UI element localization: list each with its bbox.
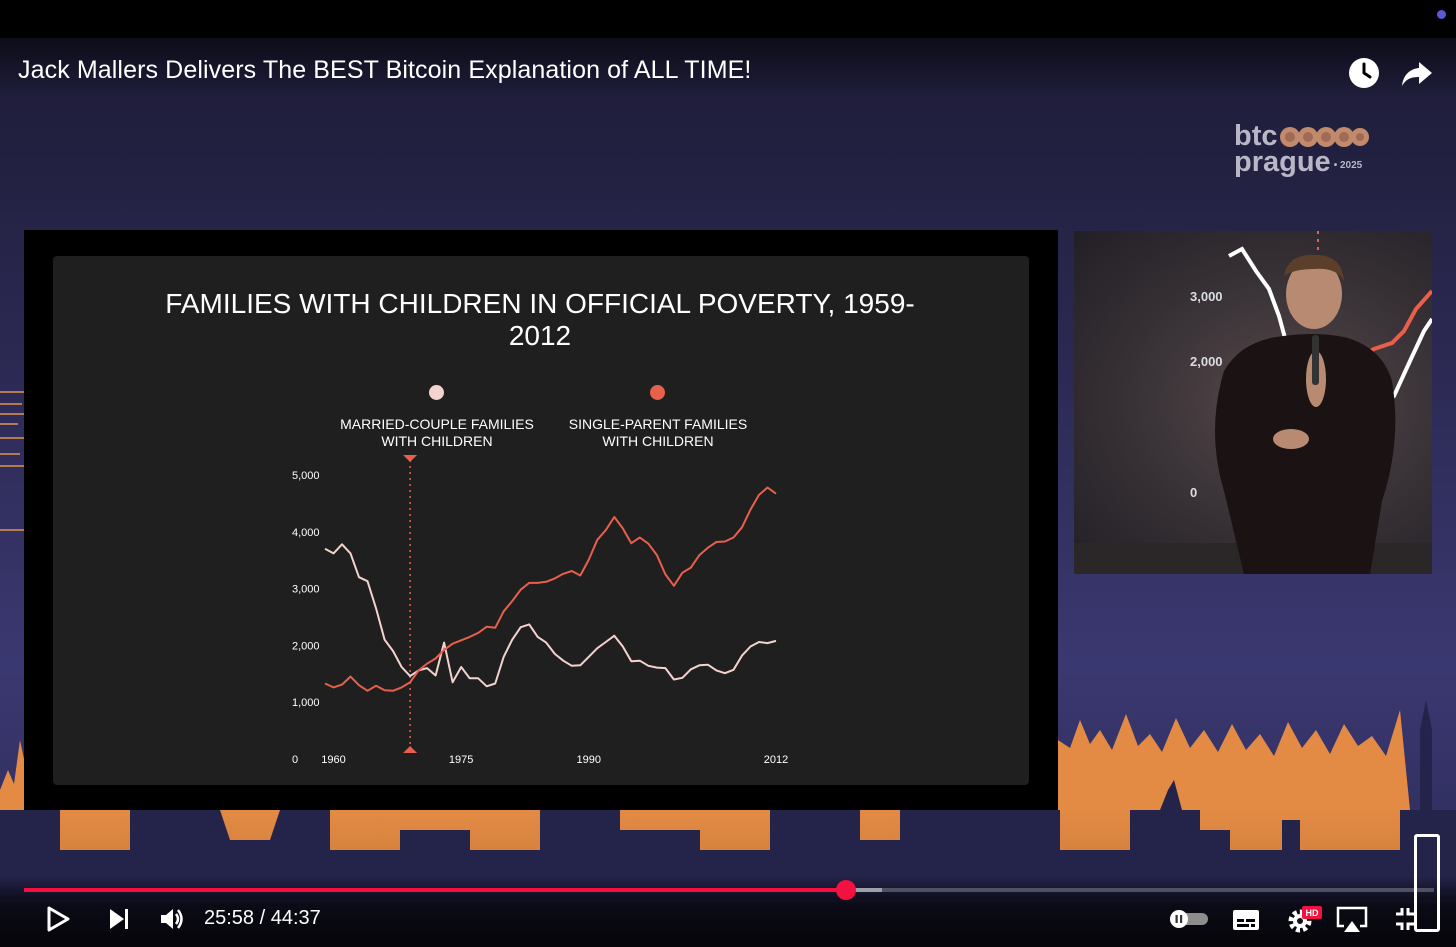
airplay-icon[interactable] [1336, 906, 1368, 939]
title-overlay [0, 38, 1456, 98]
gear-icon[interactable]: HD [1286, 904, 1322, 939]
current-time: 25:58 [204, 907, 255, 929]
x-tick-label: 1990 [577, 754, 601, 766]
speaker [1215, 254, 1396, 574]
play-icon[interactable] [46, 906, 70, 937]
inset-tick-3000: 3,000 [1190, 289, 1223, 304]
y-tick-label: 3,000 [292, 584, 320, 596]
chart-title: FAMILIES WITH CHILDREN IN OFFICIAL POVER… [165, 288, 915, 351]
y-tick-label: 1,000 [292, 697, 320, 709]
marker-bottom-triangle [403, 746, 418, 753]
legend-label-single: SINGLE-PARENT FAMILIES WITH CHILDREN [568, 416, 748, 449]
inset-tick-2000: 2,000 [1190, 354, 1223, 369]
background-streaks [0, 391, 24, 531]
y-tick-label: 0 [292, 754, 298, 766]
legend-dot-single [650, 385, 665, 400]
x-tick-label: 1975 [449, 754, 473, 766]
series-line-single [324, 486, 777, 692]
progress-played [24, 888, 846, 892]
time-separator: / [259, 907, 266, 929]
slide [53, 256, 1029, 785]
top-black-bar [0, 0, 1456, 38]
y-tick-label: 5,000 [292, 470, 320, 482]
logo-rings [1280, 127, 1369, 147]
edge-frame [1414, 834, 1440, 932]
volume-icon[interactable] [158, 905, 186, 938]
marker-top-triangle [403, 455, 418, 462]
legend-dot-married [429, 385, 444, 400]
next-icon[interactable] [108, 907, 130, 936]
time-display: 25:58 / 44:37 [204, 907, 321, 930]
y-tick-label: 2,000 [292, 640, 320, 652]
inset-tick-0: 0 [1190, 485, 1198, 500]
duration: 44:37 [270, 907, 321, 929]
autoplay-toggle[interactable] [1168, 908, 1210, 935]
x-tick-label: 1960 [321, 754, 345, 766]
btc-prague-logo: btc prague • 2025 [1234, 120, 1363, 178]
legend-label-married: MARRIED-COUPLE FAMILIES WITH CHILDREN [340, 416, 534, 449]
series-line-married [324, 543, 777, 688]
clock-icon[interactable] [1347, 56, 1381, 90]
exit-fullscreen-icon[interactable] [1394, 906, 1416, 937]
x-tick-label: 2012 [764, 754, 788, 766]
speaker-camera-inset: 3,000 2,000 0 [1074, 231, 1432, 574]
share-arrow-icon[interactable] [1400, 56, 1434, 90]
progress-scrubber-thumb[interactable] [836, 880, 856, 900]
status-dot [1437, 10, 1446, 19]
subtitles-icon[interactable] [1232, 909, 1260, 936]
y-tick-label: 4,000 [292, 527, 320, 539]
poverty-line-chart: 0 1,000 2,000 3,000 4,000 5,000 1960 1975 1990 20… [292, 455, 788, 766]
video-title[interactable]: Jack Mallers Delivers The BEST Bitcoin E… [18, 56, 752, 84]
player-controls [0, 876, 1456, 947]
hd-badge: HD [1306, 908, 1319, 918]
